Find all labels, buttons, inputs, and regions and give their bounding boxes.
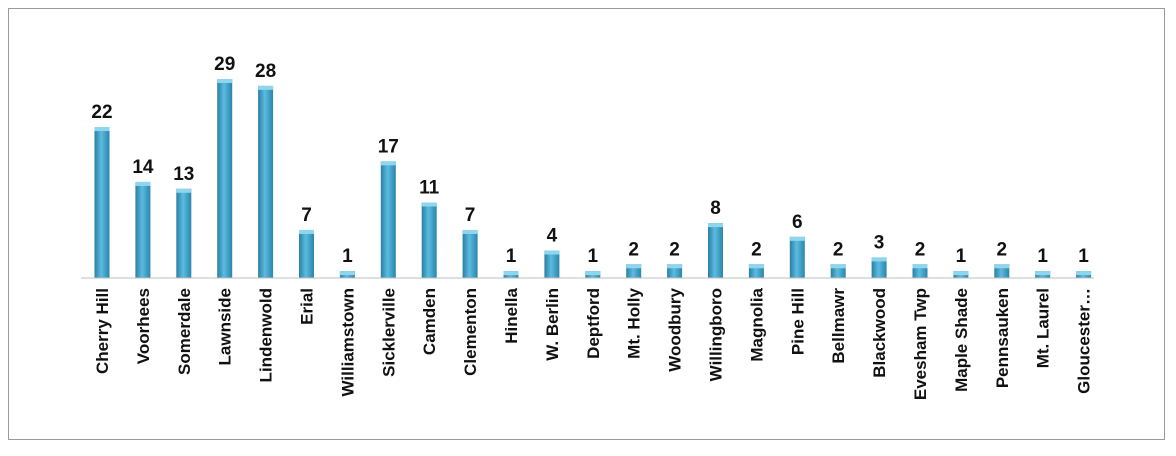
value-label-10: 1 [506,246,517,267]
value-label-18: 2 [833,239,844,260]
bar-2 [176,188,192,278]
category-label-22: Pennsauken [993,288,1012,388]
category-label-12: Deptford [584,288,603,359]
value-label-3: 29 [214,54,235,75]
value-label-11: 4 [547,226,558,247]
category-label-10: Hinella [502,287,521,343]
bar-top-19 [871,257,887,262]
bar-top-16 [748,264,764,269]
category-label-6: Williamstown [338,288,357,396]
bar-top-9 [462,229,478,234]
bar-top-4 [258,85,274,90]
bar-top-23 [1035,271,1051,276]
bar-top-17 [789,236,805,241]
category-label-1: Voorhees [134,288,153,364]
bar-3 [217,79,233,278]
value-label-21: 1 [956,246,967,267]
bar-top-6 [339,271,355,276]
value-label-20: 2 [915,239,926,260]
category-label-18: Bellmawr [829,288,848,364]
bar-7 [380,161,396,278]
category-label-3: Lawnside [216,288,235,365]
bar-top-21 [953,271,969,276]
value-label-1: 14 [132,157,154,178]
value-label-4: 28 [255,61,276,82]
bar-top-10 [503,271,519,276]
value-label-6: 1 [342,246,353,267]
category-label-13: Mt. Holly [625,287,644,358]
category-label-16: Magnolia [747,287,766,361]
bar-top-1 [135,181,151,186]
value-label-19: 3 [874,232,885,253]
value-label-7: 17 [378,136,399,157]
bar-top-13 [626,264,642,269]
category-label-4: Lindenwold [257,288,276,382]
bar-top-5 [299,229,314,234]
bar-19 [871,257,887,278]
bar-4 [258,85,274,279]
value-label-24: 1 [1078,246,1089,267]
bar-top-14 [667,264,683,269]
bar-top-24 [1076,271,1092,276]
bar-15 [708,223,723,278]
chart-frame: 22 14 13 29 28 7 1 17 11 7 1 4 1 2 2 8 2 6 2 3 2 1 2 1 1 Cherry … [8,8,1165,440]
category-label-7: Sicklerville [379,288,398,377]
bar-top-15 [708,223,723,228]
bar-9 [462,229,478,278]
category-label-5: Erial [298,288,317,325]
bar-17 [789,236,805,278]
bar-top-11 [544,250,560,255]
bars-group [94,79,1092,279]
category-label-8: Camden [420,288,439,355]
bar-top-0 [94,127,110,132]
category-label-20: Evesham Twp [911,288,930,400]
value-label-9: 7 [465,205,476,226]
category-label-0: Cherry Hill [93,288,112,374]
bar-top-7 [380,161,396,166]
bar-0 [94,127,110,278]
category-label-24: Gloucester… [1075,288,1094,394]
bar-5 [299,229,314,278]
value-label-22: 2 [997,239,1008,260]
category-label-14: Woodbury [666,287,685,371]
category-label-15: Willingboro [707,288,726,381]
category-label-2: Somerdale [175,288,194,375]
category-label-23: Mt. Laurel [1034,288,1053,368]
bar-1 [135,181,151,278]
category-labels-group: Cherry Hill Voorhees Somerdale Lawnside Lind… [93,287,1094,400]
value-label-5: 7 [301,205,312,226]
bar-top-22 [994,264,1010,269]
value-label-17: 6 [792,212,803,233]
bar-top-2 [176,188,192,193]
value-label-8: 11 [419,178,440,199]
value-label-2: 13 [173,164,194,185]
value-label-13: 2 [628,239,639,260]
value-label-14: 2 [669,239,680,260]
bar-top-12 [585,271,601,276]
category-label-9: Clementon [461,288,480,376]
bar-top-18 [830,264,846,269]
bar-11 [544,250,560,278]
bar-top-20 [912,264,928,269]
bar-8 [421,202,437,278]
bar-top-3 [217,79,233,83]
value-label-0: 22 [91,102,112,123]
category-label-17: Pine Hill [788,288,807,355]
value-label-12: 1 [588,246,599,267]
category-label-21: Maple Shade [952,288,971,392]
value-label-23: 1 [1037,246,1048,267]
value-label-16: 2 [751,239,762,260]
value-label-15: 8 [710,198,721,219]
category-label-19: Blackwood [870,288,889,378]
bar-top-8 [421,202,437,207]
category-label-11: W. Berlin [543,288,562,361]
